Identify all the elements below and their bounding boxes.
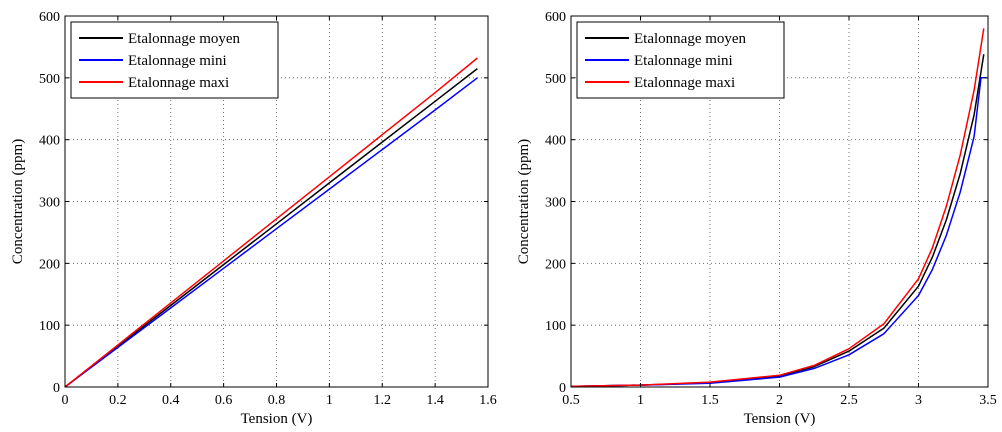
y-axis-label: Concentration (ppm) <box>10 139 26 264</box>
x-tick-label: 0.2 <box>109 393 127 408</box>
legend-label: Etalonnage mini <box>128 53 227 69</box>
legend-label: Etalonnage moyen <box>634 31 747 47</box>
y-tick-label: 0 <box>559 381 566 396</box>
y-tick-label: 300 <box>39 196 60 211</box>
x-tick-label: 1.6 <box>479 393 497 408</box>
y-tick-label: 200 <box>39 257 60 272</box>
x-axis-label: Tension (V) <box>241 411 313 427</box>
legend-box <box>70 21 279 99</box>
series-line-etalonnage-maxi <box>570 28 985 388</box>
series-line-etalonnage-mini <box>64 77 478 388</box>
legend-label: Etalonnage moyen <box>128 31 241 47</box>
y-tick-label: 600 <box>545 10 566 25</box>
x-axis-label: Tension (V) <box>744 411 816 427</box>
legend: Etalonnage moyen Etalonnage mini Etalonnag… <box>576 21 785 99</box>
legend: Etalonnage moyen Etalonnage mini Etalonnag… <box>70 21 279 99</box>
x-tick-label: 3.5 <box>979 393 997 408</box>
x-tick-label: 1.4 <box>426 393 444 408</box>
y-tick-label: 600 <box>39 10 60 25</box>
chart-right: 0.5 1 1.5 2 2.5 3 3.5 0 100 200 300 400 500 600 Tensio… <box>516 10 997 427</box>
series-line-etalonnage-mini <box>570 77 987 388</box>
legend-label: Etalonnage mini <box>634 53 733 69</box>
series-line-etalonnage-maxi <box>64 57 478 388</box>
legend-label: Etalonnage maxi <box>634 75 735 91</box>
x-tick-label: 0.4 <box>162 393 180 408</box>
y-axis-label: Concentration (ppm) <box>516 139 532 264</box>
y-tick-label: 500 <box>545 72 566 87</box>
x-tick-label: 0 <box>62 393 69 408</box>
x-tick-label: 2.5 <box>840 393 858 408</box>
chart-left: 0 0.2 0.4 0.6 0.8 1 1.2 1.4 1.6 0 100 200 300 400 500 6… <box>10 10 497 427</box>
y-tick-label: 400 <box>39 134 60 149</box>
y-tick-label: 300 <box>545 196 566 211</box>
x-tick-label: 0.5 <box>562 393 580 408</box>
x-tick-label: 0.6 <box>215 393 233 408</box>
y-tick-label: 400 <box>545 134 566 149</box>
x-tick-label: 1.2 <box>374 393 392 408</box>
y-tick-label: 200 <box>545 257 566 272</box>
x-tick-label: 1.5 <box>701 393 719 408</box>
y-tick-label: 0 <box>53 381 60 396</box>
y-tick-label: 500 <box>39 72 60 87</box>
x-tick-label: 3 <box>915 393 922 408</box>
x-tick-label: 0.8 <box>268 393 286 408</box>
series-line-etalonnage-moyen <box>64 68 478 388</box>
y-tick-label: 100 <box>39 319 60 334</box>
x-tick-label: 1 <box>637 393 644 408</box>
x-tick-label: 1 <box>326 393 333 408</box>
y-tick-label: 100 <box>545 319 566 334</box>
legend-label: Etalonnage maxi <box>128 75 229 91</box>
x-tick-label: 2 <box>776 393 783 408</box>
